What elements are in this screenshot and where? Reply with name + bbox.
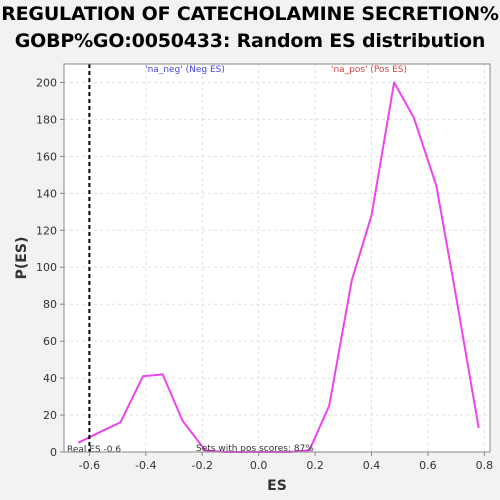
legend-neg: 'na_neg' (Neg ES) bbox=[145, 65, 225, 75]
y-tick-label: 0 bbox=[50, 446, 57, 459]
x-tick-label: 0.4 bbox=[363, 459, 381, 472]
chart-title: REGULATION OF CATECHOLAMINE SECRETION% bbox=[1, 3, 499, 25]
grid-lines bbox=[64, 64, 490, 453]
y-tick-label: 100 bbox=[36, 261, 57, 274]
x-tick-label: 0.8 bbox=[476, 459, 494, 472]
y-tick-label: 140 bbox=[36, 187, 57, 200]
y-axis-label: P(ES) bbox=[14, 237, 30, 280]
y-tick-label: 40 bbox=[43, 372, 57, 385]
y-tick-label: 60 bbox=[43, 335, 57, 348]
x-tick-label: -0.2 bbox=[192, 459, 213, 472]
y-tick-label: 200 bbox=[36, 76, 57, 89]
pos-scores-annotation: Sets with pos scores: 87% bbox=[196, 444, 314, 454]
y-tick-label: 20 bbox=[43, 409, 57, 422]
x-tick-label: -0.4 bbox=[135, 459, 156, 472]
plot-area bbox=[64, 64, 490, 452]
legend-pos: 'na_pos' (Pos ES) bbox=[331, 65, 407, 75]
annotations-layer: Real ES -0.6 Sets with pos scores: 87% 'na… bbox=[67, 64, 407, 455]
x-axis-label: ES bbox=[267, 478, 287, 494]
chart-subtitle: GOBP%GO:0050433: Random ES distribution bbox=[14, 30, 486, 52]
real-es-label: Real ES -0.6 bbox=[67, 445, 121, 455]
axis-ticks: 0 20 40 60 80 100 120 140 160 180 200 -0.6 -0.4 -0.2 0… bbox=[14, 76, 493, 494]
y-tick-label: 80 bbox=[43, 298, 57, 311]
y-tick-label: 160 bbox=[36, 150, 57, 163]
x-tick-label: 0.6 bbox=[419, 459, 437, 472]
y-tick-label: 120 bbox=[36, 224, 57, 237]
y-tick-label: 180 bbox=[36, 113, 57, 126]
x-tick-label: 0.0 bbox=[250, 459, 268, 472]
x-tick-label: -0.6 bbox=[79, 459, 100, 472]
plot-frame bbox=[63, 63, 491, 453]
x-tick-label: 0.2 bbox=[306, 459, 324, 472]
